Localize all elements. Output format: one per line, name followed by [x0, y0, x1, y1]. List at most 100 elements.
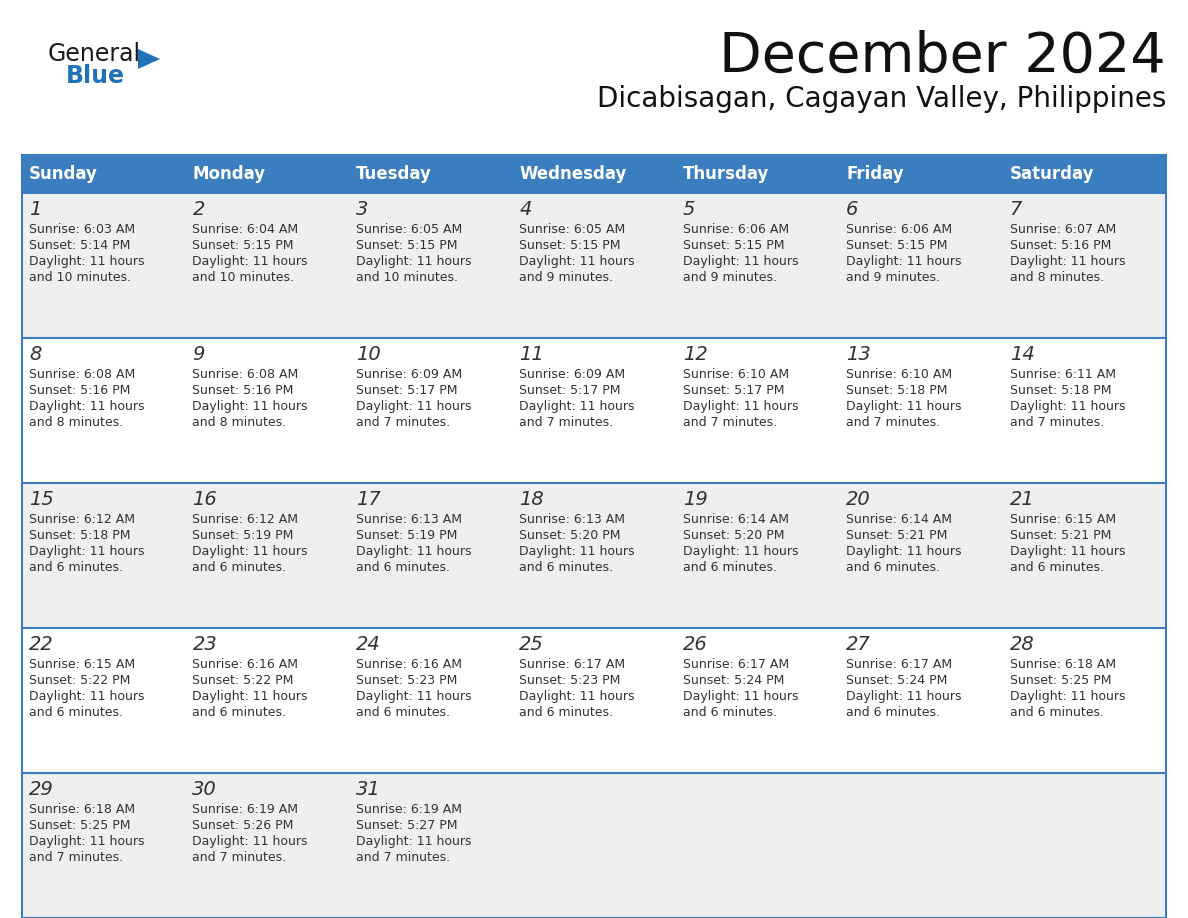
Text: Daylight: 11 hours: Daylight: 11 hours — [29, 255, 145, 268]
Text: Sunset: 5:18 PM: Sunset: 5:18 PM — [29, 529, 131, 542]
Text: 27: 27 — [846, 635, 871, 654]
Text: 1: 1 — [29, 200, 42, 219]
Text: Tuesday: Tuesday — [356, 165, 431, 183]
Text: Sunrise: 6:13 AM: Sunrise: 6:13 AM — [356, 513, 462, 526]
Text: Sunset: 5:17 PM: Sunset: 5:17 PM — [683, 384, 784, 397]
Text: 12: 12 — [683, 345, 708, 364]
Text: Daylight: 11 hours: Daylight: 11 hours — [1010, 400, 1125, 413]
Text: Sunrise: 6:16 AM: Sunrise: 6:16 AM — [356, 658, 462, 671]
Text: Sunrise: 6:19 AM: Sunrise: 6:19 AM — [356, 803, 462, 816]
Text: Sunset: 5:24 PM: Sunset: 5:24 PM — [683, 674, 784, 687]
Text: Sunset: 5:23 PM: Sunset: 5:23 PM — [356, 674, 457, 687]
Text: Sunrise: 6:06 AM: Sunrise: 6:06 AM — [846, 223, 953, 236]
Text: Sunrise: 6:10 AM: Sunrise: 6:10 AM — [683, 368, 789, 381]
Text: and 7 minutes.: and 7 minutes. — [1010, 416, 1104, 429]
Text: 2: 2 — [192, 200, 204, 219]
Text: and 7 minutes.: and 7 minutes. — [29, 851, 124, 864]
Text: and 6 minutes.: and 6 minutes. — [356, 561, 450, 574]
Text: Sunrise: 6:12 AM: Sunrise: 6:12 AM — [192, 513, 298, 526]
Text: 6: 6 — [846, 200, 859, 219]
Text: Sunset: 5:16 PM: Sunset: 5:16 PM — [1010, 239, 1111, 252]
Text: Sunset: 5:22 PM: Sunset: 5:22 PM — [29, 674, 131, 687]
Text: Sunset: 5:15 PM: Sunset: 5:15 PM — [356, 239, 457, 252]
Text: and 6 minutes.: and 6 minutes. — [192, 706, 286, 719]
Text: Sunrise: 6:09 AM: Sunrise: 6:09 AM — [356, 368, 462, 381]
Text: 30: 30 — [192, 780, 217, 799]
Text: Sunrise: 6:04 AM: Sunrise: 6:04 AM — [192, 223, 298, 236]
Text: 7: 7 — [1010, 200, 1022, 219]
Text: Daylight: 11 hours: Daylight: 11 hours — [683, 545, 798, 558]
Text: and 10 minutes.: and 10 minutes. — [356, 271, 457, 284]
Text: and 6 minutes.: and 6 minutes. — [683, 561, 777, 574]
Text: and 10 minutes.: and 10 minutes. — [29, 271, 131, 284]
Text: Sunset: 5:23 PM: Sunset: 5:23 PM — [519, 674, 620, 687]
Text: and 8 minutes.: and 8 minutes. — [192, 416, 286, 429]
Text: 20: 20 — [846, 490, 871, 509]
Text: Thursday: Thursday — [683, 165, 769, 183]
Text: 18: 18 — [519, 490, 544, 509]
Text: and 6 minutes.: and 6 minutes. — [1010, 561, 1104, 574]
Text: 24: 24 — [356, 635, 380, 654]
Bar — [512, 155, 676, 193]
Bar — [23, 338, 1165, 483]
Text: Sunrise: 6:15 AM: Sunrise: 6:15 AM — [1010, 513, 1116, 526]
Text: 11: 11 — [519, 345, 544, 364]
Text: and 6 minutes.: and 6 minutes. — [29, 706, 124, 719]
Text: Daylight: 11 hours: Daylight: 11 hours — [356, 400, 472, 413]
Text: Sunrise: 6:17 AM: Sunrise: 6:17 AM — [683, 658, 789, 671]
Polygon shape — [138, 49, 160, 69]
Text: Sunset: 5:18 PM: Sunset: 5:18 PM — [846, 384, 948, 397]
Bar — [1003, 155, 1165, 193]
Text: Daylight: 11 hours: Daylight: 11 hours — [29, 400, 145, 413]
Bar — [23, 155, 1165, 918]
Text: and 10 minutes.: and 10 minutes. — [192, 271, 295, 284]
Text: Sunset: 5:15 PM: Sunset: 5:15 PM — [192, 239, 293, 252]
Bar — [23, 483, 1165, 628]
Text: and 7 minutes.: and 7 minutes. — [356, 851, 450, 864]
Text: 8: 8 — [29, 345, 42, 364]
Bar — [839, 155, 1003, 193]
Text: General: General — [48, 42, 141, 66]
Bar — [349, 155, 512, 193]
Text: Daylight: 11 hours: Daylight: 11 hours — [1010, 690, 1125, 703]
Text: Daylight: 11 hours: Daylight: 11 hours — [846, 690, 961, 703]
Text: Daylight: 11 hours: Daylight: 11 hours — [356, 835, 472, 848]
Text: and 6 minutes.: and 6 minutes. — [683, 706, 777, 719]
Text: Daylight: 11 hours: Daylight: 11 hours — [1010, 255, 1125, 268]
Text: 29: 29 — [29, 780, 53, 799]
Text: Daylight: 11 hours: Daylight: 11 hours — [29, 835, 145, 848]
Text: Wednesday: Wednesday — [519, 165, 626, 183]
Text: Dicabisagan, Cagayan Valley, Philippines: Dicabisagan, Cagayan Valley, Philippines — [596, 85, 1165, 113]
Text: 25: 25 — [519, 635, 544, 654]
Text: 19: 19 — [683, 490, 708, 509]
Text: Daylight: 11 hours: Daylight: 11 hours — [192, 255, 308, 268]
Text: Daylight: 11 hours: Daylight: 11 hours — [192, 400, 308, 413]
Text: Sunset: 5:15 PM: Sunset: 5:15 PM — [846, 239, 948, 252]
Text: and 6 minutes.: and 6 minutes. — [519, 706, 613, 719]
Text: and 7 minutes.: and 7 minutes. — [519, 416, 613, 429]
Text: Sunset: 5:16 PM: Sunset: 5:16 PM — [29, 384, 131, 397]
Text: Sunset: 5:20 PM: Sunset: 5:20 PM — [683, 529, 784, 542]
Text: Daylight: 11 hours: Daylight: 11 hours — [356, 690, 472, 703]
Text: December 2024: December 2024 — [720, 30, 1165, 84]
Text: Daylight: 11 hours: Daylight: 11 hours — [192, 690, 308, 703]
Text: and 7 minutes.: and 7 minutes. — [192, 851, 286, 864]
Text: and 9 minutes.: and 9 minutes. — [846, 271, 940, 284]
Text: 28: 28 — [1010, 635, 1035, 654]
Text: Sunset: 5:25 PM: Sunset: 5:25 PM — [1010, 674, 1111, 687]
Text: 13: 13 — [846, 345, 871, 364]
Text: and 8 minutes.: and 8 minutes. — [1010, 271, 1104, 284]
Text: Daylight: 11 hours: Daylight: 11 hours — [29, 545, 145, 558]
Text: Sunrise: 6:08 AM: Sunrise: 6:08 AM — [29, 368, 135, 381]
Text: Sunset: 5:20 PM: Sunset: 5:20 PM — [519, 529, 621, 542]
Text: Sunset: 5:14 PM: Sunset: 5:14 PM — [29, 239, 131, 252]
Text: Daylight: 11 hours: Daylight: 11 hours — [29, 690, 145, 703]
Text: and 7 minutes.: and 7 minutes. — [846, 416, 940, 429]
Text: Sunrise: 6:17 AM: Sunrise: 6:17 AM — [519, 658, 625, 671]
Text: 4: 4 — [519, 200, 532, 219]
Text: Blue: Blue — [67, 64, 125, 88]
Text: Daylight: 11 hours: Daylight: 11 hours — [683, 255, 798, 268]
Text: Sunset: 5:17 PM: Sunset: 5:17 PM — [356, 384, 457, 397]
Text: Sunrise: 6:18 AM: Sunrise: 6:18 AM — [29, 803, 135, 816]
Text: and 7 minutes.: and 7 minutes. — [683, 416, 777, 429]
